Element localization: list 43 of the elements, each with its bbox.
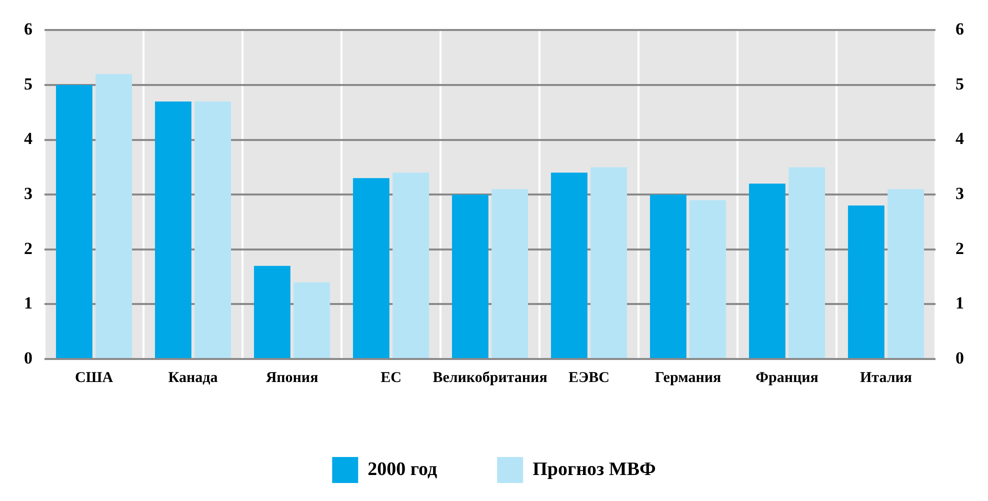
x-tick-label: Канада	[168, 370, 218, 386]
bar	[690, 200, 726, 358]
bar	[254, 266, 290, 358]
bar	[294, 282, 330, 358]
bar	[590, 167, 628, 358]
bar	[848, 206, 884, 358]
bar	[194, 101, 232, 358]
bar	[650, 194, 686, 358]
legend-label: 2000 год	[368, 458, 438, 480]
y2-tick-label: 5	[956, 74, 964, 94]
x-tick-label: США	[74, 370, 114, 386]
y2-tick-label: 2	[956, 238, 964, 258]
x-tick-label: Италия	[860, 370, 912, 386]
bar	[352, 178, 390, 358]
y-tick-label: 5	[24, 74, 32, 94]
y2-tick-label: 3	[956, 184, 964, 203]
bar	[154, 101, 192, 358]
y2-tick-label: 4	[956, 129, 964, 148]
y2-tick-label: 1	[956, 294, 964, 313]
x-tick-label: ЕЭВС	[568, 370, 610, 386]
bar	[96, 74, 132, 358]
y-tick-label: 2	[24, 238, 32, 258]
x-tick-label: Великобритания	[432, 370, 548, 386]
bar	[748, 184, 786, 358]
bar	[492, 189, 528, 358]
x-tick-label: Франция	[756, 370, 818, 386]
bar	[888, 189, 924, 358]
y2-tick-label: 6	[956, 20, 964, 39]
y2-tick-label: 0	[956, 348, 964, 368]
bar	[392, 172, 430, 358]
y-tick-label: 1	[24, 294, 32, 313]
legend-label: Прогноз МВФ	[532, 458, 656, 480]
x-tick-label: Япония	[266, 370, 318, 386]
bar	[56, 85, 92, 358]
y-tick-label: 0	[24, 348, 32, 368]
x-tick-label: Германия	[654, 370, 722, 386]
y-tick-label: 4	[24, 129, 33, 148]
bar	[452, 194, 488, 358]
y-tick-label: 3	[24, 184, 32, 203]
x-tick-label: ЕС	[380, 370, 402, 386]
bar	[550, 172, 588, 358]
y-tick-label: 6	[24, 20, 32, 39]
bar	[788, 167, 826, 358]
